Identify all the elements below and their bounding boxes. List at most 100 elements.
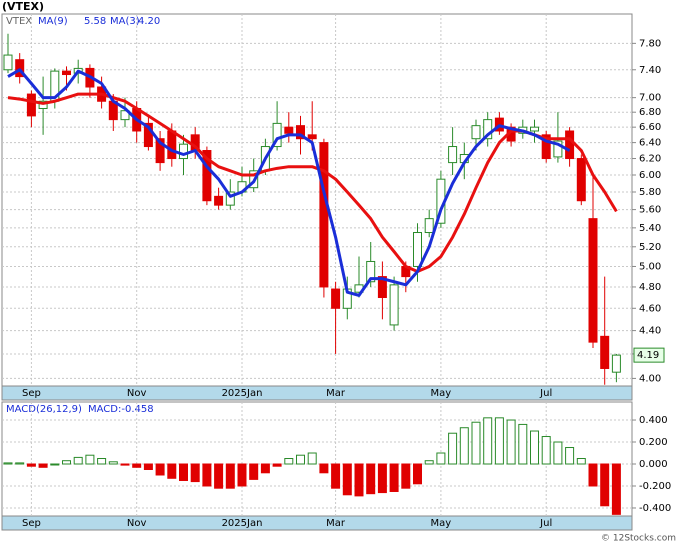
candle-body	[366, 260, 376, 283]
macd-bar	[272, 463, 282, 467]
macd-bar	[132, 463, 142, 468]
x-tick-label: Jul	[539, 388, 552, 399]
candle-body	[530, 126, 539, 132]
y-tick-label: 4.80	[639, 282, 661, 293]
y-tick-label: 5.80	[639, 187, 661, 198]
macd-bar	[541, 436, 551, 465]
macd-bar	[237, 463, 247, 487]
y-tick-label: 0.200	[639, 437, 668, 448]
macd-bar	[62, 460, 71, 465]
macd-legend: MACD(26,12,9)	[6, 404, 82, 415]
macd-bar	[424, 460, 434, 465]
x-axis-band	[1, 385, 633, 401]
y-tick-label: 6.40	[639, 138, 661, 149]
macd-bar	[576, 458, 586, 465]
macd-bar	[296, 454, 305, 465]
macd-bar	[108, 461, 118, 465]
macd-bar	[518, 423, 528, 465]
macd-bar	[38, 463, 48, 468]
macd-bar	[167, 463, 177, 479]
candle-body	[588, 218, 598, 343]
macd-bar	[97, 458, 107, 465]
legend-value: 4.20	[138, 16, 160, 27]
candle-body	[167, 130, 177, 160]
candle-body	[15, 59, 25, 78]
candle-body	[26, 93, 36, 117]
macd-bar	[588, 463, 598, 487]
legend-symbol: VTEX	[6, 16, 32, 27]
candle-body	[600, 335, 610, 369]
macd-bar	[179, 463, 188, 481]
macd-bar	[389, 463, 399, 492]
y-tick-label: 6.20	[639, 154, 661, 165]
macd-bar	[202, 463, 212, 487]
candle-body	[565, 130, 575, 160]
candle-body	[307, 134, 317, 140]
y-tick-label: -0.200	[639, 481, 671, 492]
y-tick-label: 0.400	[639, 415, 668, 426]
candle-body	[120, 110, 130, 121]
macd-bar	[471, 421, 481, 465]
macd-bar	[377, 463, 387, 494]
candle-body	[541, 134, 551, 160]
candle-body	[155, 138, 165, 164]
macd-bar	[611, 463, 621, 515]
candle-body	[389, 284, 399, 326]
x-tick-label: 2025Jan	[222, 388, 263, 399]
y-tick-label: -0.400	[639, 503, 671, 514]
macd-bar	[50, 463, 60, 466]
price-tag-box	[633, 347, 665, 363]
price-tag: 4.19	[637, 350, 659, 361]
macd-bar	[260, 463, 270, 474]
candle-body	[179, 143, 188, 160]
x-axis-band	[1, 515, 633, 531]
x-tick-label: Sep	[22, 518, 41, 529]
candle-body	[448, 146, 458, 164]
candle-body	[296, 125, 305, 140]
candle-body	[576, 158, 586, 202]
legend-entry: MA(9)	[38, 16, 68, 27]
x-tick-label: Sep	[22, 388, 41, 399]
y-tick-label: 5.60	[639, 205, 661, 216]
candle-body	[483, 119, 493, 140]
candle-body	[611, 354, 621, 373]
macd-bar	[190, 463, 200, 483]
candle-body	[553, 140, 563, 158]
macd-legend-value: MACD:-0.458	[88, 404, 154, 415]
macd-bar	[319, 463, 329, 474]
macd-bar	[366, 463, 376, 495]
y-tick-label: 5.00	[639, 261, 661, 272]
macd-bar	[249, 463, 259, 480]
y-tick-label: 7.00	[639, 93, 661, 104]
macd-bar	[284, 458, 294, 465]
candle-body	[214, 195, 224, 206]
candle-body	[272, 122, 282, 148]
legend-entry: MA(3)	[110, 16, 140, 27]
chart-title: (VTEX)	[2, 0, 44, 13]
candle-body	[413, 232, 422, 267]
macd-bar	[600, 463, 610, 507]
macd-bar	[307, 452, 317, 465]
macd-bar	[354, 463, 364, 497]
macd-bar	[3, 462, 13, 465]
macd-bar	[459, 427, 469, 465]
y-tick-label: 0.000	[639, 459, 668, 470]
y-tick-label: 7.80	[639, 38, 661, 49]
macd-bar	[15, 462, 25, 465]
macd-bar	[85, 454, 95, 465]
y-tick-label: 4.00	[639, 373, 661, 384]
macd-bar	[494, 417, 504, 465]
candle-body	[331, 288, 341, 309]
macd-bar	[155, 463, 165, 476]
candle-body	[202, 150, 212, 202]
macd-bar	[26, 463, 36, 467]
macd-bar	[331, 463, 341, 489]
macd-bar	[436, 452, 446, 465]
y-tick-label: 5.40	[639, 223, 661, 234]
x-tick-label: Nov	[127, 518, 147, 529]
y-tick-label: 7.40	[639, 65, 661, 76]
y-tick-label: 5.20	[639, 242, 661, 253]
candle-body	[143, 122, 153, 148]
legend-value: 5.58	[84, 16, 106, 27]
